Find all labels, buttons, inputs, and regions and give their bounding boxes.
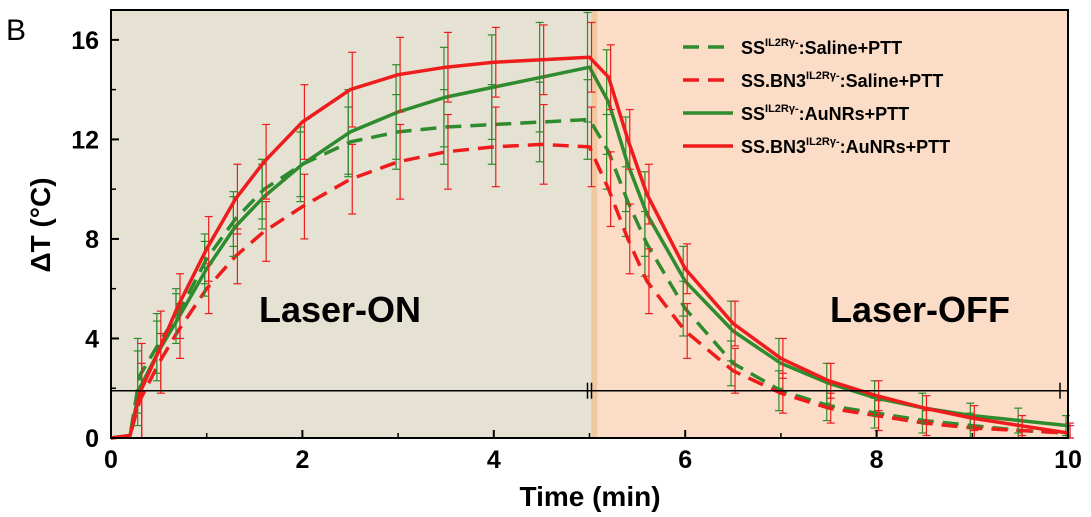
y-tick-label: 16 xyxy=(71,27,99,55)
y-tick-label: 4 xyxy=(85,325,99,353)
region-label-laser-on: Laser-ON xyxy=(259,289,421,330)
axes: 0 2 4 6 8 10 0 4 8 12 16 xyxy=(71,9,1082,474)
legend-entry: SSIL2Rγ-:Saline+PTT xyxy=(741,37,902,58)
region-label-laser-off: Laser-OFF xyxy=(830,289,1010,330)
x-tick-label: 8 xyxy=(870,446,884,474)
x-tick-label: 6 xyxy=(678,446,692,474)
x-tick-label: 10 xyxy=(1054,446,1082,474)
y-tick-label: 8 xyxy=(85,226,99,254)
x-tick-label: 2 xyxy=(295,446,309,474)
series-line xyxy=(110,142,1069,440)
panel-label: B xyxy=(6,14,26,47)
legend-entry: SS.BN3IL2Rγ-:AuNRs+PTT xyxy=(741,136,950,157)
series-line xyxy=(110,65,1069,440)
y-tick-label: 0 xyxy=(85,425,99,453)
y-axis-label: ΔT (°C) xyxy=(25,177,56,272)
x-tick-label: 4 xyxy=(487,446,501,474)
legend-entry: SS.BN3IL2Rγ-:Saline+PTT xyxy=(741,70,943,91)
x-axis-label: Time (min) xyxy=(519,481,660,512)
y-tick-label: 12 xyxy=(71,126,99,154)
legend: SSIL2Rγ-:Saline+PTT SS.BN3IL2Rγ-:Saline+P… xyxy=(683,37,950,157)
legend-entry: SSIL2Rγ-:AuNRs+PTT xyxy=(741,103,909,124)
x-tick-label: 0 xyxy=(104,446,118,474)
